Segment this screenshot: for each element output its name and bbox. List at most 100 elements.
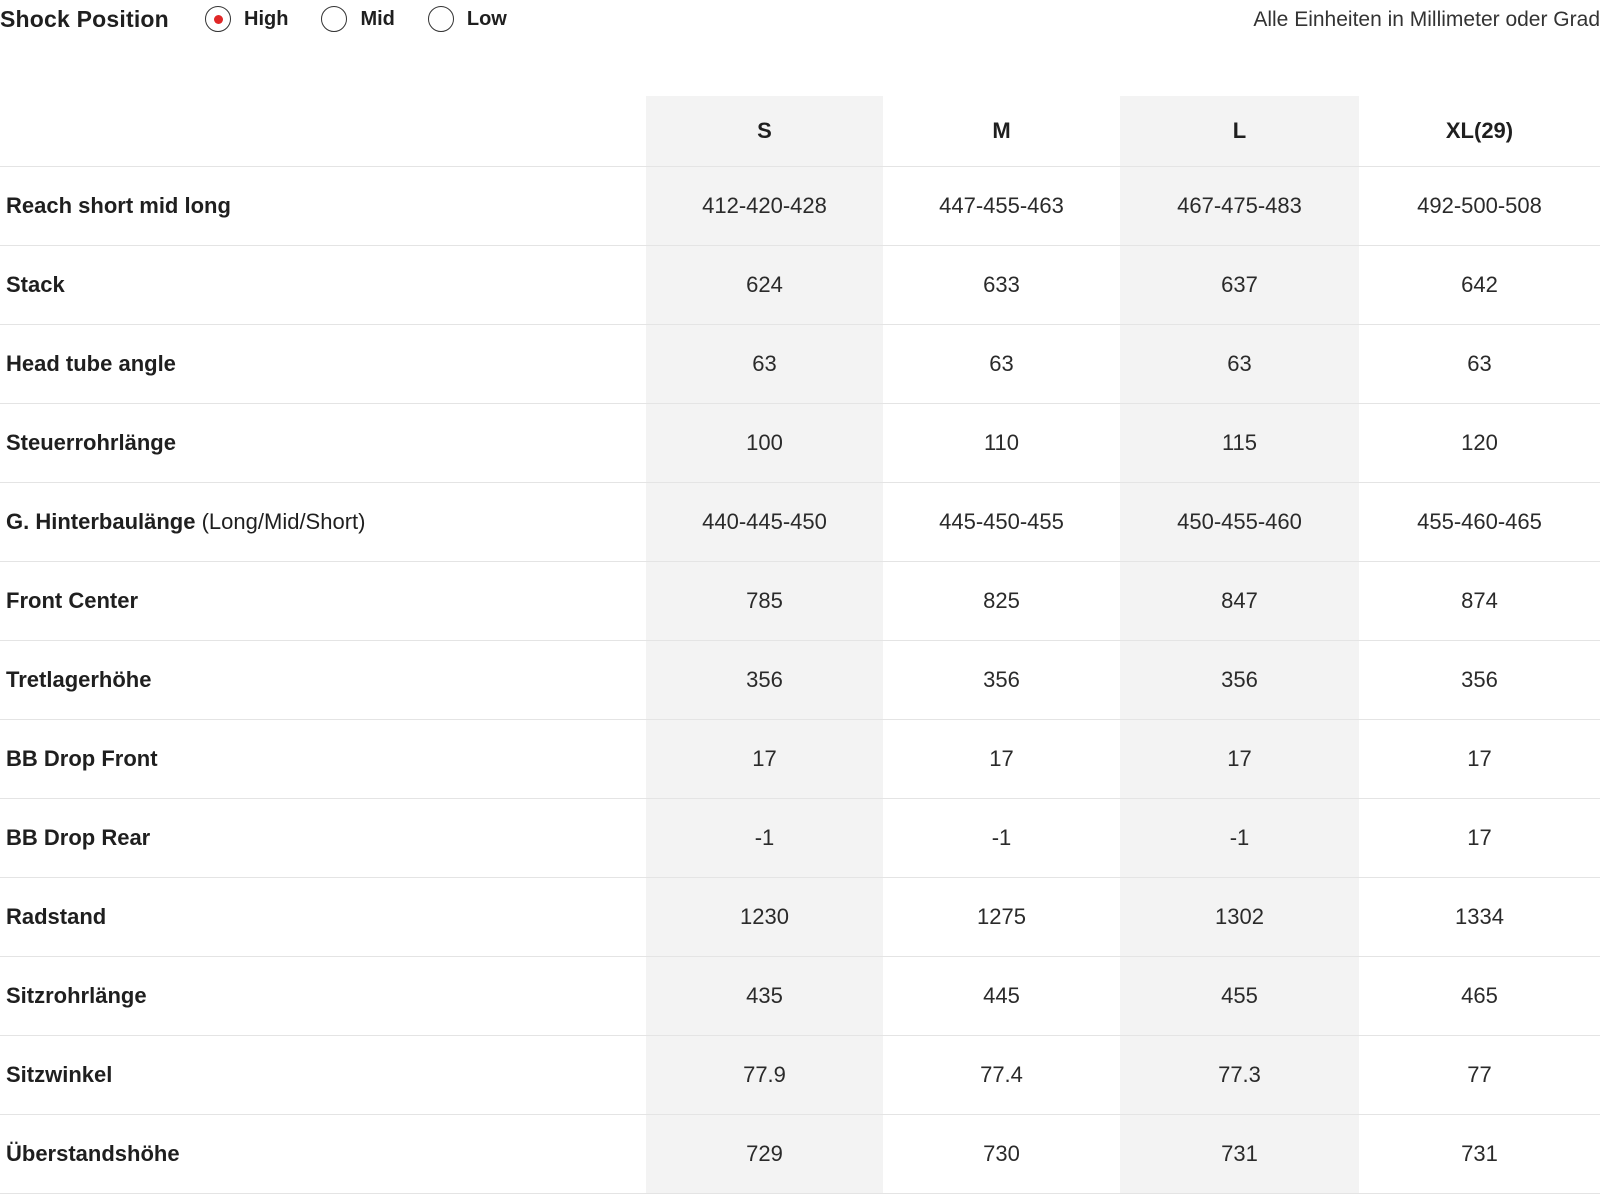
table-row: Radstand 1230 1275 1302 1334 [0,877,1600,957]
table-cell: 465 [1359,956,1600,1036]
row-label: BB Drop Rear [0,798,646,878]
table-row: Sitzwinkel 77.9 77.4 77.3 77 [0,1035,1600,1115]
table-cell: 847 [1120,561,1359,641]
row-label-text: Reach short mid long [6,192,231,218]
table-cell: 1275 [883,877,1120,957]
table-cell: 356 [883,640,1120,720]
table-cell: 1334 [1359,877,1600,957]
table-cell: 729 [646,1114,883,1194]
size-header-xl: XL(29) [1359,96,1600,167]
table-cell: -1 [646,798,883,878]
row-label-text: BB Drop Front [6,745,158,771]
table-cell: 17 [1359,719,1600,799]
table-cell: 492-500-508 [1359,166,1600,246]
table-cell: 624 [646,245,883,325]
table-cell: 445 [883,956,1120,1036]
table-cell: 731 [1120,1114,1359,1194]
shock-position-title: Shock Position [0,6,169,32]
shock-position-bar: Shock Position High Mid Low Alle Einheit… [0,0,1600,44]
row-label: Head tube angle [0,324,646,404]
table-cell: 825 [883,561,1120,641]
table-row: Reach short mid long 412-420-428 447-455-4… [0,166,1600,246]
geometry-table-body: Reach short mid long 412-420-428 447-455-4… [0,166,1600,1194]
shock-option-label[interactable]: Mid [360,7,395,30]
table-cell: 100 [646,403,883,483]
row-label: BB Drop Front [0,719,646,799]
radio-button-icon[interactable] [205,6,231,32]
table-row: Head tube angle 63 63 63 63 [0,324,1600,404]
row-label: Sitzrohrlänge [0,956,646,1036]
radio-button-icon[interactable] [427,6,454,32]
units-note: Alle Einheiten in Millimeter oder Grad [1253,8,1600,31]
size-header-m: M [883,96,1120,167]
row-label-text: Sitzwinkel [6,1061,113,1087]
table-cell: 412-420-428 [646,166,883,246]
table-cell: 455-460-465 [1359,482,1600,562]
table-row: Steuerrohrlänge 100 110 115 120 [0,403,1600,483]
shock-position-radio-group: High Mid Low [205,6,540,32]
table-cell: 17 [646,719,883,799]
size-header-s: S [646,96,883,167]
row-label-text: Sitzrohrlänge [6,982,147,1008]
row-label-text: Radstand [6,903,107,929]
shock-option-low[interactable]: Low [427,6,507,32]
table-cell: 356 [1359,640,1600,720]
table-cell: 450-455-460 [1120,482,1359,562]
row-label: Radstand [0,877,646,957]
row-label-text: Überstandshöhe [6,1140,180,1166]
table-cell: 63 [646,324,883,404]
size-header-row: S M L XL(29) [0,96,1600,167]
shock-option-label[interactable]: Low [466,7,507,30]
table-cell: 633 [883,245,1120,325]
table-cell: 63 [1120,324,1359,404]
table-cell: 455 [1120,956,1359,1036]
geometry-table: S M L XL(29) Reach short mid long 412-420… [0,96,1600,1194]
table-row: Sitzrohrlänge 435 445 455 465 [0,956,1600,1036]
table-row: G. Hinterbaulänge (Long/Mid/Short) 440-44… [0,482,1600,562]
table-cell: 77.3 [1120,1035,1359,1115]
table-cell: 1302 [1120,877,1359,957]
shock-option-high[interactable]: High [205,6,288,32]
table-cell: 874 [1359,561,1600,641]
table-cell: 63 [883,324,1120,404]
row-label: Reach short mid long [0,166,646,246]
table-cell: 445-450-455 [883,482,1120,562]
row-label-text: BB Drop Rear [6,824,151,850]
table-cell: 17 [883,719,1120,799]
table-cell: 77.4 [883,1035,1120,1115]
table-cell: 110 [883,403,1120,483]
table-cell: 730 [883,1114,1120,1194]
row-label-text: Stack [6,271,65,297]
table-cell: 642 [1359,245,1600,325]
table-row: Front Center 785 825 847 874 [0,561,1600,641]
table-cell: 17 [1359,798,1600,878]
row-label-text: Front Center [6,587,138,613]
row-label: Sitzwinkel [0,1035,646,1115]
size-header-l: L [1120,96,1359,167]
table-cell: -1 [883,798,1120,878]
radio-selected-dot-icon [213,14,223,24]
table-cell: 356 [1120,640,1359,720]
row-label: Front Center [0,561,646,641]
table-row: Tretlagerhöhe 356 356 356 356 [0,640,1600,720]
table-cell: 63 [1359,324,1600,404]
table-row: BB Drop Rear -1 -1 -1 17 [0,798,1600,878]
row-label-text: Head tube angle [6,350,176,376]
radio-button-icon[interactable] [321,6,348,32]
table-cell: 447-455-463 [883,166,1120,246]
table-row: Stack 624 633 637 642 [0,245,1600,325]
table-cell: 637 [1120,245,1359,325]
table-row: BB Drop Front 17 17 17 17 [0,719,1600,799]
shock-option-label[interactable]: High [244,7,289,30]
row-label-note: (Long/Mid/Short) [201,508,366,534]
row-label-text: Tretlagerhöhe [6,666,152,692]
table-cell: 356 [646,640,883,720]
table-row: Überstandshöhe 729 730 731 731 [0,1114,1600,1194]
table-cell: 1230 [646,877,883,957]
row-label: G. Hinterbaulänge (Long/Mid/Short) [0,482,646,562]
row-label-text: Steuerrohrlänge [6,429,176,455]
shock-option-mid[interactable]: Mid [321,6,395,32]
table-cell: 467-475-483 [1120,166,1359,246]
row-label-text: G. Hinterbaulänge [6,508,196,534]
table-cell: 77.9 [646,1035,883,1115]
